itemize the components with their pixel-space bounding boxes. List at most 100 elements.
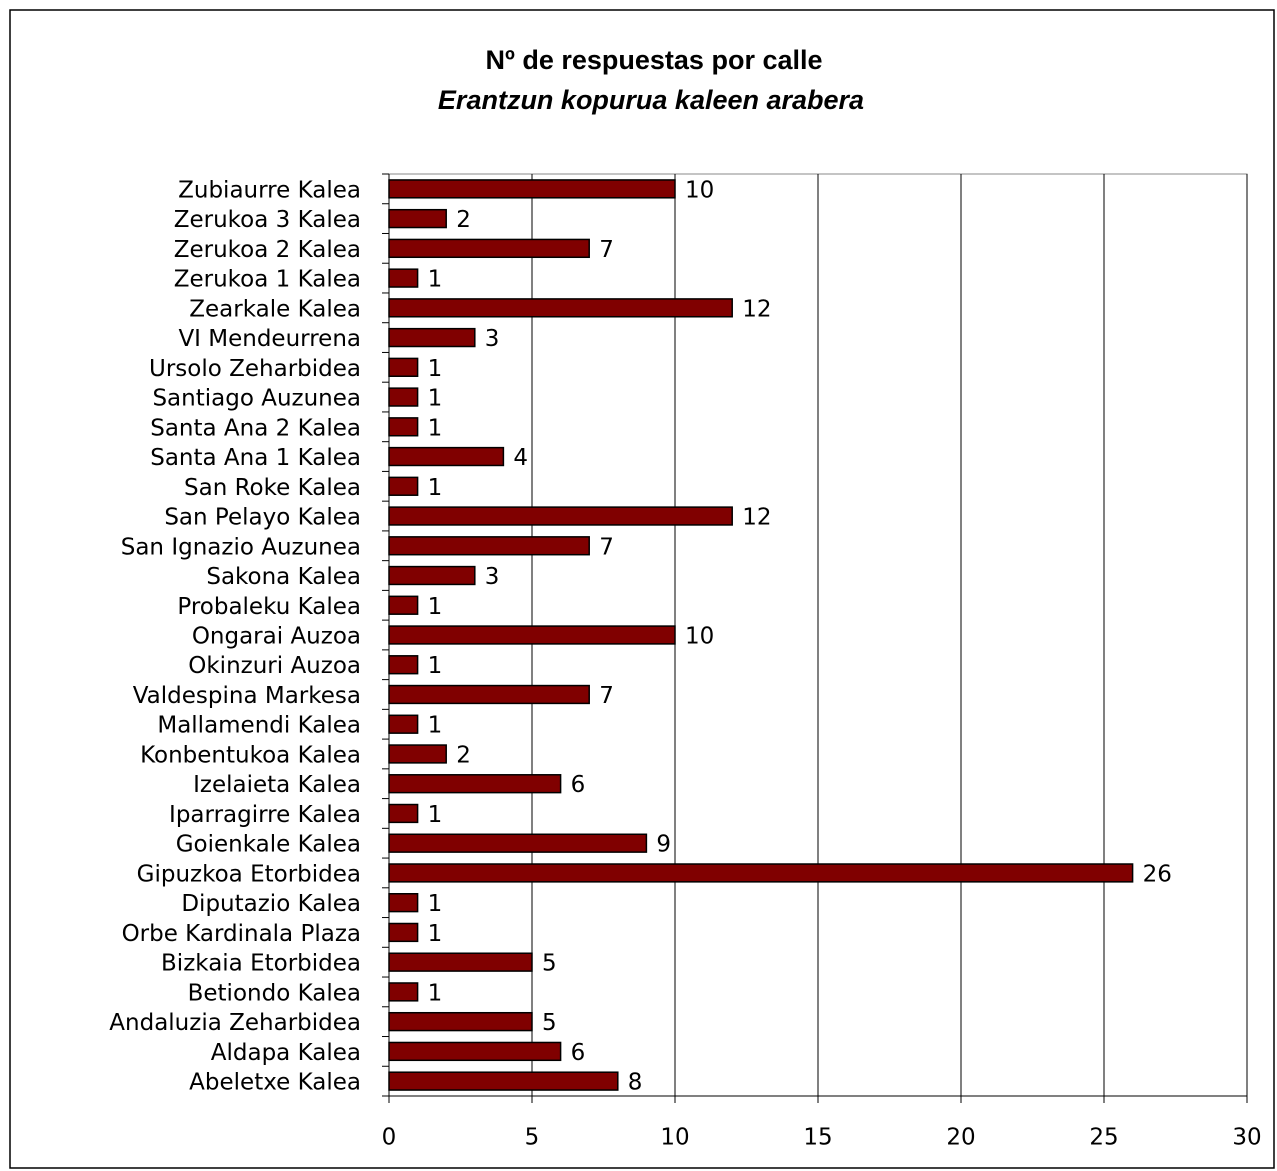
- data-label: 7: [599, 683, 614, 709]
- y-tick-label: Sakona Kalea: [206, 564, 361, 590]
- y-tick-label: Zubiaurre Kalea: [178, 177, 361, 203]
- bar: [388, 655, 419, 675]
- bar: [388, 387, 419, 407]
- data-label: 4: [513, 445, 528, 471]
- data-label: 1: [428, 356, 443, 382]
- bar: [388, 565, 476, 586]
- y-tick-label: Probaleku Kalea: [177, 594, 361, 620]
- x-tick-label: 5: [525, 1125, 540, 1151]
- bar: [388, 774, 562, 794]
- bar: [388, 446, 505, 467]
- data-label: 2: [456, 207, 471, 233]
- bar: [388, 417, 419, 437]
- data-label: 10: [685, 177, 714, 203]
- x-tick-label: 30: [1232, 1125, 1261, 1151]
- bar: [388, 744, 447, 764]
- bar: [388, 863, 1134, 883]
- bar: [388, 208, 447, 229]
- y-tick-label: Goienkale Kalea: [176, 832, 361, 858]
- data-label: 8: [628, 1070, 643, 1096]
- y-tick-label: Zearkale Kalea: [189, 296, 361, 322]
- bar: [388, 625, 676, 645]
- bar: [388, 1041, 562, 1062]
- bar: [388, 803, 419, 824]
- data-label: 1: [428, 921, 443, 947]
- y-tick-label: Santa Ana 1 Kalea: [150, 445, 361, 471]
- data-label: 1: [428, 802, 443, 828]
- y-tick-label: Betiondo Kalea: [188, 980, 361, 1006]
- bar: [388, 506, 733, 526]
- x-tick-label: 20: [946, 1125, 975, 1151]
- bar: [388, 833, 648, 853]
- data-label: 12: [742, 505, 771, 531]
- bar: [388, 179, 676, 199]
- data-label: 5: [542, 951, 557, 977]
- data-label: 1: [428, 653, 443, 679]
- y-tick-label: Zerukoa 2 Kalea: [174, 237, 361, 263]
- y-tick-label: Santiago Auzunea: [152, 386, 361, 412]
- y-tick-label: Abeletxe Kalea: [189, 1070, 361, 1096]
- bar: [388, 952, 533, 972]
- data-label: 3: [485, 326, 500, 352]
- y-tick-label: Zerukoa 3 Kalea: [174, 207, 361, 233]
- x-tick-label: 10: [660, 1125, 689, 1151]
- y-tick-label: Aldapa Kalea: [211, 1040, 361, 1066]
- bar: [388, 595, 419, 615]
- bar: [388, 1011, 533, 1032]
- y-tick-label: Iparragirre Kalea: [169, 802, 361, 828]
- bar: [388, 357, 419, 377]
- data-label: 26: [1143, 861, 1172, 887]
- y-tick-label: Izelaieta Kalea: [193, 772, 361, 798]
- data-label: 5: [542, 1010, 557, 1036]
- data-label: 7: [599, 237, 614, 263]
- x-tick-label: 25: [1089, 1125, 1118, 1151]
- data-label: 1: [428, 594, 443, 620]
- data-label: 1: [428, 267, 443, 293]
- y-tick-label: Zerukoa 1 Kalea: [174, 267, 361, 293]
- data-label: 6: [571, 772, 586, 798]
- y-tick-label: Ursolo Zeharbidea: [149, 356, 361, 382]
- bar: [388, 327, 476, 348]
- data-label: 9: [656, 832, 671, 858]
- data-label: 1: [428, 891, 443, 917]
- data-label: 10: [685, 624, 714, 650]
- bar: [388, 714, 419, 734]
- data-label: 7: [599, 534, 614, 560]
- bar: [388, 922, 419, 943]
- y-tick-label: Valdespina Markesa: [133, 683, 361, 709]
- chart-title: Nº de respuestas por calle: [486, 45, 823, 75]
- data-label: 1: [428, 386, 443, 412]
- bar: [388, 476, 419, 496]
- bar: [388, 893, 419, 913]
- y-tick-label: Orbe Kardinala Plaza: [122, 921, 361, 947]
- y-tick-label: Andaluzia Zeharbidea: [109, 1010, 361, 1036]
- y-tick-label: Bizkaia Etorbidea: [161, 951, 361, 977]
- bar: [388, 298, 733, 318]
- data-label: 1: [428, 713, 443, 739]
- y-tick-label: San Roke Kalea: [184, 475, 361, 501]
- y-tick-label: Santa Ana 2 Kalea: [150, 415, 361, 441]
- data-label: 6: [571, 1040, 586, 1066]
- data-label: 2: [456, 742, 471, 768]
- bar: [388, 536, 590, 556]
- x-tick-label: 0: [382, 1125, 397, 1151]
- y-tick-label: Gipuzkoa Etorbidea: [137, 861, 361, 887]
- bar: [388, 1071, 619, 1091]
- y-tick-label: Diputazio Kalea: [181, 891, 361, 917]
- chart-subtitle: Erantzun kopurua kaleen arabera: [438, 85, 864, 115]
- x-tick-label: 15: [803, 1125, 832, 1151]
- data-label: 3: [485, 564, 500, 590]
- bar: [388, 238, 590, 259]
- y-tick-label: Mallamendi Kalea: [157, 713, 361, 739]
- bar: [388, 684, 590, 705]
- y-tick-label: San Pelayo Kalea: [164, 505, 361, 531]
- data-label: 12: [742, 296, 771, 322]
- y-tick-label: Ongarai Auzoa: [192, 624, 361, 650]
- bar: [388, 982, 419, 1002]
- data-label: 1: [428, 980, 443, 1006]
- y-tick-label: Okinzuri Auzoa: [188, 653, 361, 679]
- y-tick-label: San Ignazio Auzunea: [121, 534, 361, 560]
- y-tick-label: Konbentukoa Kalea: [140, 742, 361, 768]
- y-tick-label: VI Mendeurrena: [178, 326, 361, 352]
